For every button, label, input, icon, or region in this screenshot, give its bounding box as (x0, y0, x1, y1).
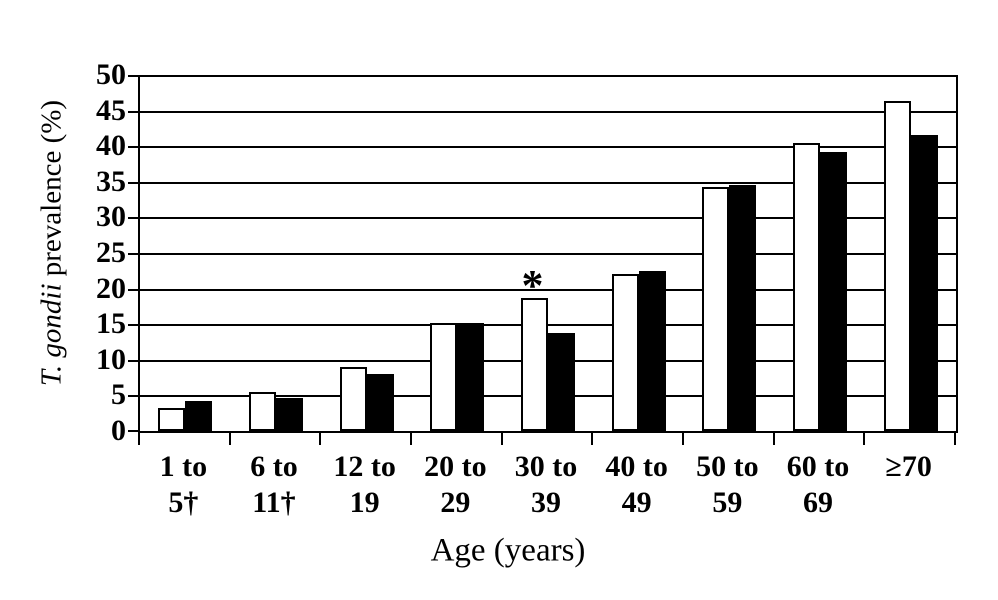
x-axis-tick-3 (410, 433, 412, 445)
x-cat-label-4: 20 to 29 (400, 449, 511, 521)
bar-white-2 (249, 391, 276, 431)
gridline-y-20 (128, 288, 956, 291)
x-axis-tick-7 (772, 433, 775, 445)
bar-white-4 (430, 322, 458, 431)
y-tick-label-45: 45 (96, 93, 126, 127)
x-cat-label-2: 6 to 11† (219, 449, 330, 521)
gridline-y-45 (128, 110, 956, 113)
bar-black-3 (366, 374, 394, 431)
x-cat-label-3: 12 to 19 (309, 449, 420, 521)
y-tick-label-15: 15 (96, 307, 126, 341)
bar-black-8 (820, 151, 847, 431)
x-cat-label-line: 39 (530, 486, 561, 519)
x-cat-label-7: 50 to 59 (672, 449, 783, 521)
x-cat-label-6: 40 to 49 (581, 449, 692, 521)
y-tick-label-5: 5 (111, 378, 126, 412)
y-axis-title-species: T. gondii (35, 283, 68, 387)
bar-black-7 (729, 185, 757, 431)
x-axis-tick-5 (591, 433, 594, 445)
bar-black-1 (185, 401, 213, 431)
x-cat-label-line: 6 to (250, 450, 298, 483)
bar-white-7 (702, 186, 730, 431)
significance-asterisk: * (521, 260, 544, 310)
bar-black-2 (276, 398, 303, 431)
bar-black-4 (457, 322, 485, 431)
y-tick-label-30: 30 (96, 200, 126, 234)
y-tick-label-0: 0 (111, 414, 126, 447)
y-tick-label-20: 20 (96, 271, 126, 305)
y-tick-label-50: 50 (96, 58, 126, 91)
gridline-y-35 (128, 181, 956, 184)
x-cat-label-line: 20 to (424, 450, 487, 483)
gridline-y-40 (128, 146, 956, 149)
x-cat-label-line: 12 to (333, 450, 396, 483)
bar-white-5 (521, 297, 548, 431)
x-cat-label-line: 50 to (696, 450, 759, 483)
x-cat-label-9: ≥70 (853, 449, 964, 485)
x-axis-tick-2 (319, 433, 322, 445)
y-axis-title-rest: prevalence (%) (35, 99, 68, 284)
x-axis-tick-9 (954, 433, 956, 445)
x-cat-label-line: 1 to (159, 450, 208, 483)
x-axis-tick-8 (863, 433, 866, 445)
x-axis-tick-0 (138, 433, 140, 445)
x-cat-label-line: 49 (621, 486, 652, 519)
bar-black-6 (638, 270, 666, 431)
bar-white-6 (611, 274, 639, 431)
x-axis-tick-1 (228, 433, 231, 445)
x-cat-label-line: 60 to (786, 450, 850, 483)
y-axis-tick-0 (128, 430, 138, 432)
x-axis-tick-4 (500, 433, 503, 445)
x-cat-label-8: 60 to 69 (763, 449, 874, 521)
gridline-y-25 (128, 253, 956, 255)
x-axis-tick-6 (682, 433, 684, 445)
y-tick-label-10: 10 (96, 342, 126, 376)
x-axis-title: Age (years) (430, 532, 586, 569)
bar-white-8 (793, 143, 820, 431)
x-cat-label-line: 30 to (514, 450, 578, 483)
x-cat-label-line: 29 (440, 486, 471, 519)
x-cat-label-line: 59 (712, 486, 743, 519)
x-cat-label-line: 5† (168, 486, 199, 519)
y-axis-title: T. gondii prevalence (%) (36, 100, 69, 386)
x-cat-label-line: ≥70 (885, 450, 932, 483)
plot-area (128, 75, 958, 433)
bar-white-1 (158, 408, 186, 431)
x-cat-label-1: 1 to 5† (128, 449, 239, 521)
bar-black-9 (910, 134, 938, 431)
x-cat-label-line: 69 (802, 486, 833, 519)
x-cat-label-line: 11† (252, 486, 296, 519)
y-tick-label-40: 40 (96, 129, 126, 163)
x-cat-label-line: 19 (349, 486, 380, 519)
bar-black-5 (548, 333, 575, 431)
bar-white-3 (339, 366, 367, 431)
gridline-y-50 (128, 75, 956, 77)
x-cat-label-5: 30 to 39 (491, 449, 602, 521)
y-tick-label-25: 25 (96, 236, 126, 269)
x-cat-label-line: 40 to (605, 450, 668, 483)
gridline-y-30 (128, 217, 956, 220)
y-tick-label-35: 35 (96, 164, 126, 198)
bar-white-9 (883, 101, 911, 431)
